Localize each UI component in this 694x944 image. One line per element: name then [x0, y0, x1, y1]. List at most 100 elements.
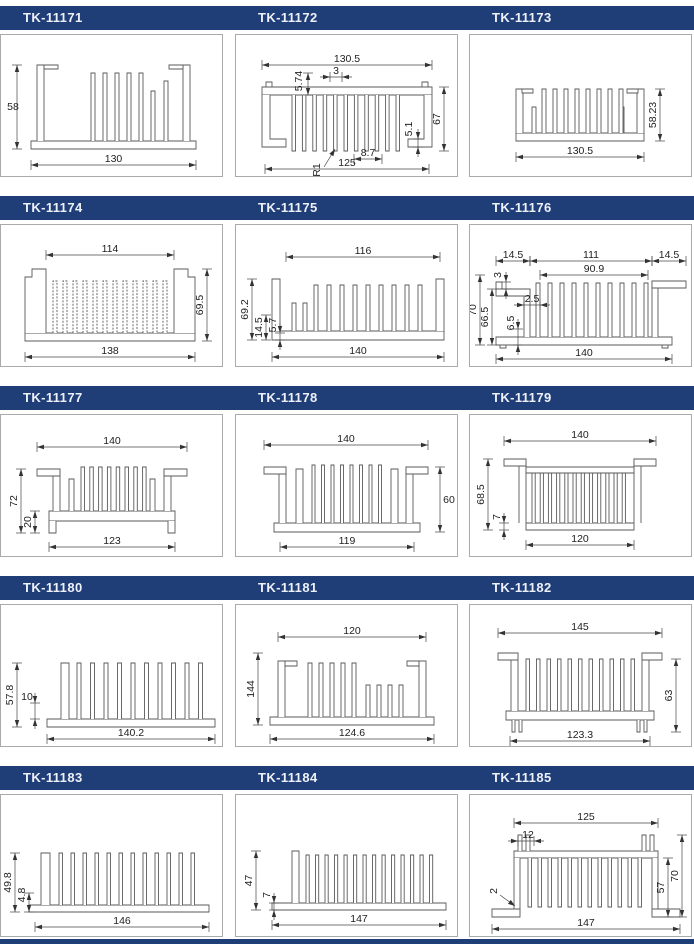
dim-label: 125: [338, 157, 356, 169]
dim-label: 90.9: [584, 263, 605, 275]
drawing-cell-tk-11171: 58 130: [0, 34, 223, 177]
heatsink-drawing-tk-11182: 145 63 123.3: [497, 621, 681, 746]
dim-label: 14.5: [659, 249, 680, 261]
dim-label: 120: [343, 625, 361, 637]
drawing-cell-tk-11173: 58.23 130.5: [469, 34, 692, 177]
drawing-cell-tk-11176: 14.5 111 14.5 90.9 3 70 66.5 2.5 6.5 140: [469, 224, 692, 367]
part-number-tk-11182: TK-11182: [492, 580, 552, 595]
dim-label: 140.2: [118, 727, 144, 739]
dim-label: 140: [571, 429, 589, 441]
dim-label: 146: [113, 915, 131, 927]
dim-label: 147: [577, 917, 595, 929]
part-number-tk-11172: TK-11172: [258, 10, 318, 25]
dim-label: 2.5: [525, 293, 540, 305]
heatsink-drawing-tk-11175: 116 69.214.5 5.7 140: [239, 245, 445, 362]
dim-label: 120: [571, 533, 589, 545]
dim-label: 70: [669, 870, 681, 882]
dim-label: 49.8: [2, 872, 14, 893]
drawing-cell-tk-11178: 140 60 119: [235, 414, 458, 557]
dim-label: 125: [577, 811, 595, 823]
dim-label: 8.7: [361, 147, 376, 159]
drawing-cell-tk-11175: 116 69.2 14.5 5.7 140: [235, 224, 458, 367]
dim-label: 140: [103, 435, 121, 447]
header-band-2: TK-11174 TK-11175 TK-11176: [0, 196, 694, 220]
heatsink-drawing-tk-11181: 120 144 124.6: [245, 625, 435, 744]
part-number-tk-11171: TK-11171: [23, 10, 83, 25]
dim-label: 47: [243, 875, 255, 887]
dim-label: 130: [105, 153, 123, 165]
dim-label: 10: [21, 691, 33, 703]
drawing-cell-tk-11177: 140 72 20 123: [0, 414, 223, 557]
dim-label: 5.1: [403, 122, 415, 137]
part-number-tk-11185: TK-11185: [492, 770, 552, 785]
drawing-cell-tk-11181: 120 144 124.6: [235, 604, 458, 747]
dim-label: 138: [101, 345, 119, 357]
dim-label: 140: [349, 345, 367, 357]
dim-label: 3: [492, 272, 504, 278]
dim-label: 7: [261, 892, 273, 898]
dim-label: 140: [337, 433, 355, 445]
dim-label: 57: [655, 882, 667, 894]
part-number-tk-11176: TK-11176: [492, 200, 552, 215]
dim-label: 130.5: [334, 53, 360, 65]
header-band-1: TK-11171 TK-11172 TK-11173: [0, 6, 694, 30]
drawing-cell-tk-11174: 114 69.5 138: [0, 224, 223, 367]
drawing-cell-tk-11179: 140 68.5 7 120: [469, 414, 692, 557]
heatsink-drawing-tk-11176: 14.5 111 14.5 90.9 3 70 66.5 2.5 6.5 140: [470, 249, 687, 364]
dim-label: 124.6: [339, 727, 365, 739]
dim-label: 69.5: [194, 295, 206, 316]
dim-label: 147: [350, 913, 368, 925]
dim-label: 63: [663, 690, 675, 702]
drawing-cell-tk-11184: 47 7 147: [235, 794, 458, 937]
drawing-cell-tk-11172: 130.5 5.74 3 67 5.1 8.7 125 R1: [235, 34, 458, 177]
dim-label: 69.2: [239, 299, 251, 320]
heatsink-drawing-tk-11183: 49.84.8 146: [2, 852, 210, 932]
dim-label: 4.8: [16, 888, 28, 903]
part-number-tk-11177: TK-11177: [23, 390, 83, 405]
dim-label: 70: [470, 304, 479, 316]
heatsink-drawing-tk-11184: 47 7 147: [243, 850, 447, 930]
dim-label: 58: [7, 101, 19, 113]
dim-label: 3: [333, 65, 339, 77]
drawing-cell-tk-11185: 125 12 57 70 2 147: [469, 794, 692, 937]
header-band-4: TK-11180 TK-11181 TK-11182: [0, 576, 694, 600]
dim-label: 57.8: [4, 685, 16, 706]
dim-label: 60: [443, 494, 455, 506]
dim-label: 130.5: [567, 145, 593, 157]
dim-label: 72: [8, 495, 20, 507]
heatsink-drawing-tk-11174: 114 69.5 138: [24, 243, 212, 362]
dim-label: 140: [575, 347, 593, 359]
drawing-cell-tk-11180: 57.8 10 140.2: [0, 604, 223, 747]
part-number-tk-11180: TK-11180: [23, 580, 83, 595]
part-number-tk-11173: TK-11173: [492, 10, 552, 25]
part-number-tk-11181: TK-11181: [258, 580, 318, 595]
dim-label: 12: [522, 829, 534, 841]
dim-label: 66.5: [479, 307, 491, 328]
part-number-tk-11174: TK-11174: [23, 200, 83, 215]
dim-label: 114: [102, 243, 119, 255]
header-band-5: TK-11183 TK-11184 TK-11185: [0, 766, 694, 790]
drawing-cell-tk-11183: 49.8 4.8 146: [0, 794, 223, 937]
heatsink-drawing-tk-11179: 140 68.5 7 120: [475, 429, 657, 550]
dim-label: 5.7: [267, 318, 279, 333]
dim-label: 123.3: [567, 729, 593, 741]
dim-label: 116: [355, 245, 372, 257]
heatsink-drawing-tk-11171: 58 130: [7, 64, 197, 170]
dim-label: 58.23: [647, 102, 659, 128]
next-header-bar-partial: [0, 939, 694, 944]
dim-label: 119: [339, 535, 356, 547]
dim-label: 2: [488, 888, 500, 894]
heatsink-drawing-tk-11172: 130.5 5.74 3 67 5.1 8.7 125 R1: [261, 53, 449, 176]
dim-label: 68.5: [475, 484, 487, 505]
dim-label: 145: [571, 621, 589, 633]
heatsink-drawing-tk-11180: 57.8 10 140.2: [4, 662, 216, 744]
part-number-tk-11179: TK-11179: [492, 390, 552, 405]
part-number-tk-11175: TK-11175: [258, 200, 318, 215]
header-band-3: TK-11177 TK-11178 TK-11179: [0, 386, 694, 410]
dim-label: 7: [491, 514, 503, 520]
part-number-tk-11178: TK-11178: [258, 390, 318, 405]
dim-label: 144: [245, 680, 257, 698]
dim-label: 14.5: [503, 249, 524, 261]
